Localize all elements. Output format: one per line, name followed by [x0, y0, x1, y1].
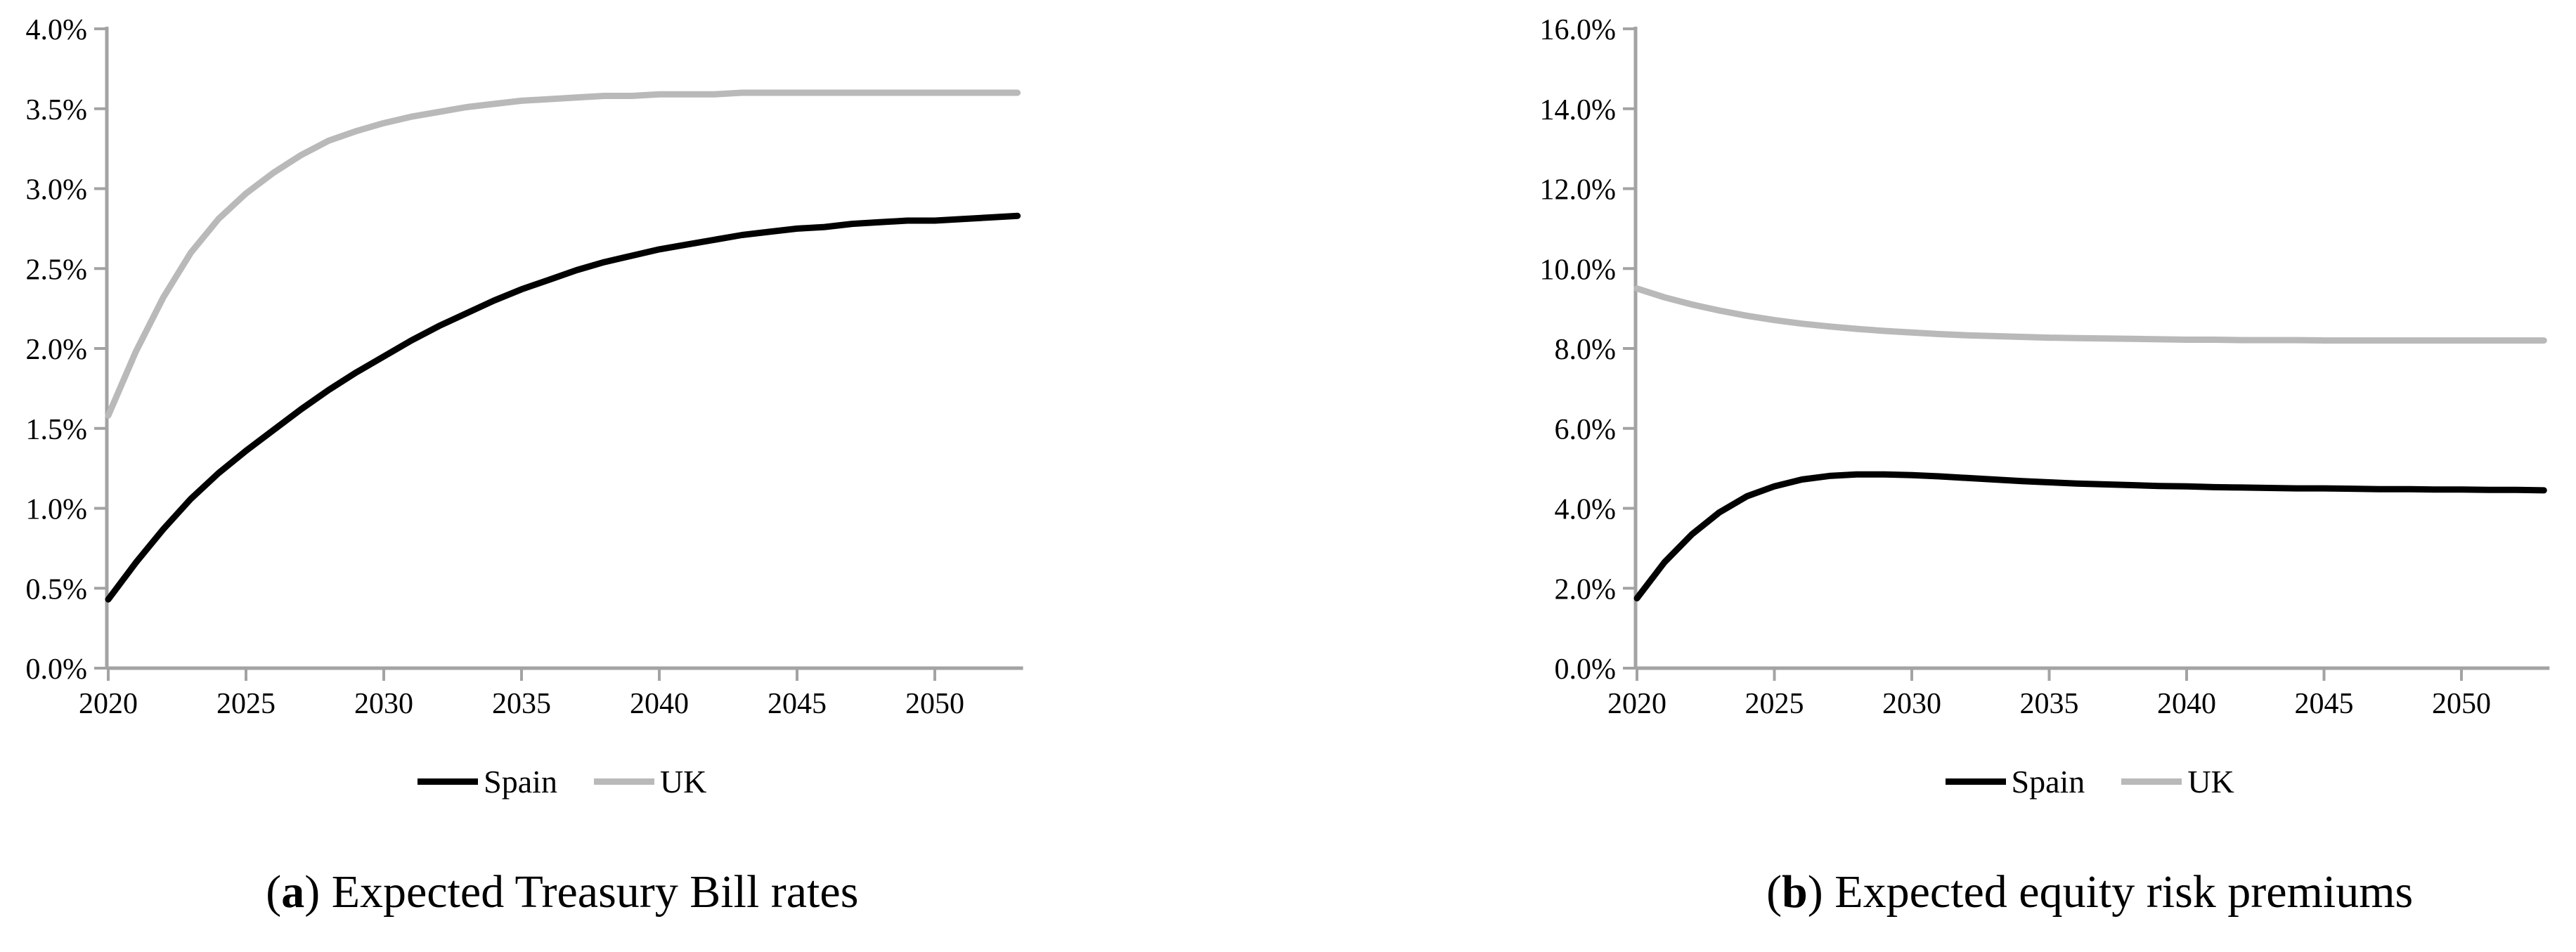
y-tick-label: 12.0%: [1540, 174, 1617, 207]
y-tick-label: 0.0%: [26, 653, 88, 686]
legend-label-uk: UK: [659, 763, 707, 800]
legend-label-uk: UK: [2187, 763, 2234, 800]
legend-line-swatch-spain: [418, 778, 479, 785]
x-tick-label: 2040: [630, 688, 689, 720]
series-line-spain: [1633, 471, 2547, 601]
y-tick-label: 16.0%: [1540, 14, 1617, 46]
series-line-uk: [105, 89, 1021, 419]
caption-b-marker: b: [1782, 866, 1808, 918]
series-line-uk: [1633, 285, 2547, 344]
x-tick-label: 2045: [2295, 688, 2354, 720]
x-tick-label: 2040: [2157, 688, 2216, 720]
y-tick-label: 0.0%: [1555, 653, 1617, 686]
y-tick-label: 2.0%: [26, 334, 88, 366]
y-tick-label: 0.5%: [26, 573, 88, 606]
legend-item-spain: Spain: [418, 763, 557, 800]
y-tick-label: 4.0%: [26, 14, 88, 46]
x-tick-label: 2050: [2432, 688, 2491, 720]
caption-b-close: ): [1807, 866, 1823, 918]
legend-line-swatch-uk: [593, 778, 654, 785]
caption-b: (b) Expected equity risk premiums: [1636, 866, 2544, 919]
x-tick-label: 2020: [79, 688, 138, 720]
legend-item-uk: UK: [2121, 763, 2234, 800]
legend-line-swatch-uk: [2121, 778, 2182, 785]
y-tick-label: 2.5%: [26, 254, 88, 286]
x-tick-label: 2025: [1745, 688, 1804, 720]
y-tick-label: 1.5%: [26, 414, 88, 446]
chart-b-canvas: 0.0% 2.0% 4.0% 6.0% 8.0% 10.0% 12.0% 14.0% 16.0%…: [1540, 14, 2550, 720]
y-tick-label: 3.5%: [26, 94, 88, 126]
caption-a-text: Expected Treasury Bill rates: [320, 866, 859, 918]
caption-a-open: (: [266, 866, 282, 918]
caption-a: (a) Expected Treasury Bill rates: [107, 866, 1018, 919]
caption-a-marker: a: [281, 866, 305, 918]
y-tick-label: 1.0%: [26, 494, 88, 526]
chart-a-canvas: 0.0% 0.5% 1.0% 1.5% 2.0% 2.5% 3.0% 3.5% 4.0% 2020…: [26, 14, 1023, 720]
y-tick-label: 2.0%: [1555, 573, 1617, 606]
y-tick-label: 3.0%: [26, 174, 88, 207]
x-tick-label: 2030: [354, 688, 413, 720]
x-tick-label: 2035: [492, 688, 551, 720]
panel-a: 0.0% 0.5% 1.0% 1.5% 2.0% 2.5% 3.0% 3.5% 4.0% 2020…: [26, 14, 1023, 919]
caption-b-text: Expected equity risk premiums: [1823, 866, 2414, 918]
panel-b: 0.0% 2.0% 4.0% 6.0% 8.0% 10.0% 12.0% 14.0% 16.0%…: [1288, 0, 2575, 952]
x-tick-label: 2020: [1607, 688, 1666, 720]
y-tick-label: 10.0%: [1540, 254, 1617, 286]
y-tick-label: 4.0%: [1555, 494, 1617, 526]
legend-line-swatch-spain: [1945, 778, 2006, 785]
legend-item-spain: Spain: [1945, 763, 2085, 800]
legend-item-uk: UK: [593, 763, 707, 800]
caption-a-close: ): [304, 866, 321, 918]
series-line-spain: [105, 212, 1021, 603]
legend-a: Spain UK: [107, 762, 1018, 801]
y-tick-label: 6.0%: [1555, 414, 1617, 446]
y-tick-label: 14.0%: [1540, 94, 1617, 126]
legend-b: Spain UK: [1636, 762, 2544, 801]
x-tick-label: 2025: [216, 688, 276, 720]
x-tick-label: 2045: [768, 688, 827, 720]
x-tick-label: 2035: [2020, 688, 2079, 720]
x-tick-label: 2050: [905, 688, 964, 720]
y-tick-label: 8.0%: [1555, 334, 1617, 366]
legend-label-spain: Spain: [484, 763, 557, 800]
x-tick-label: 2030: [1882, 688, 1941, 720]
caption-b-open: (: [1766, 866, 1782, 918]
legend-label-spain: Spain: [2011, 763, 2085, 800]
